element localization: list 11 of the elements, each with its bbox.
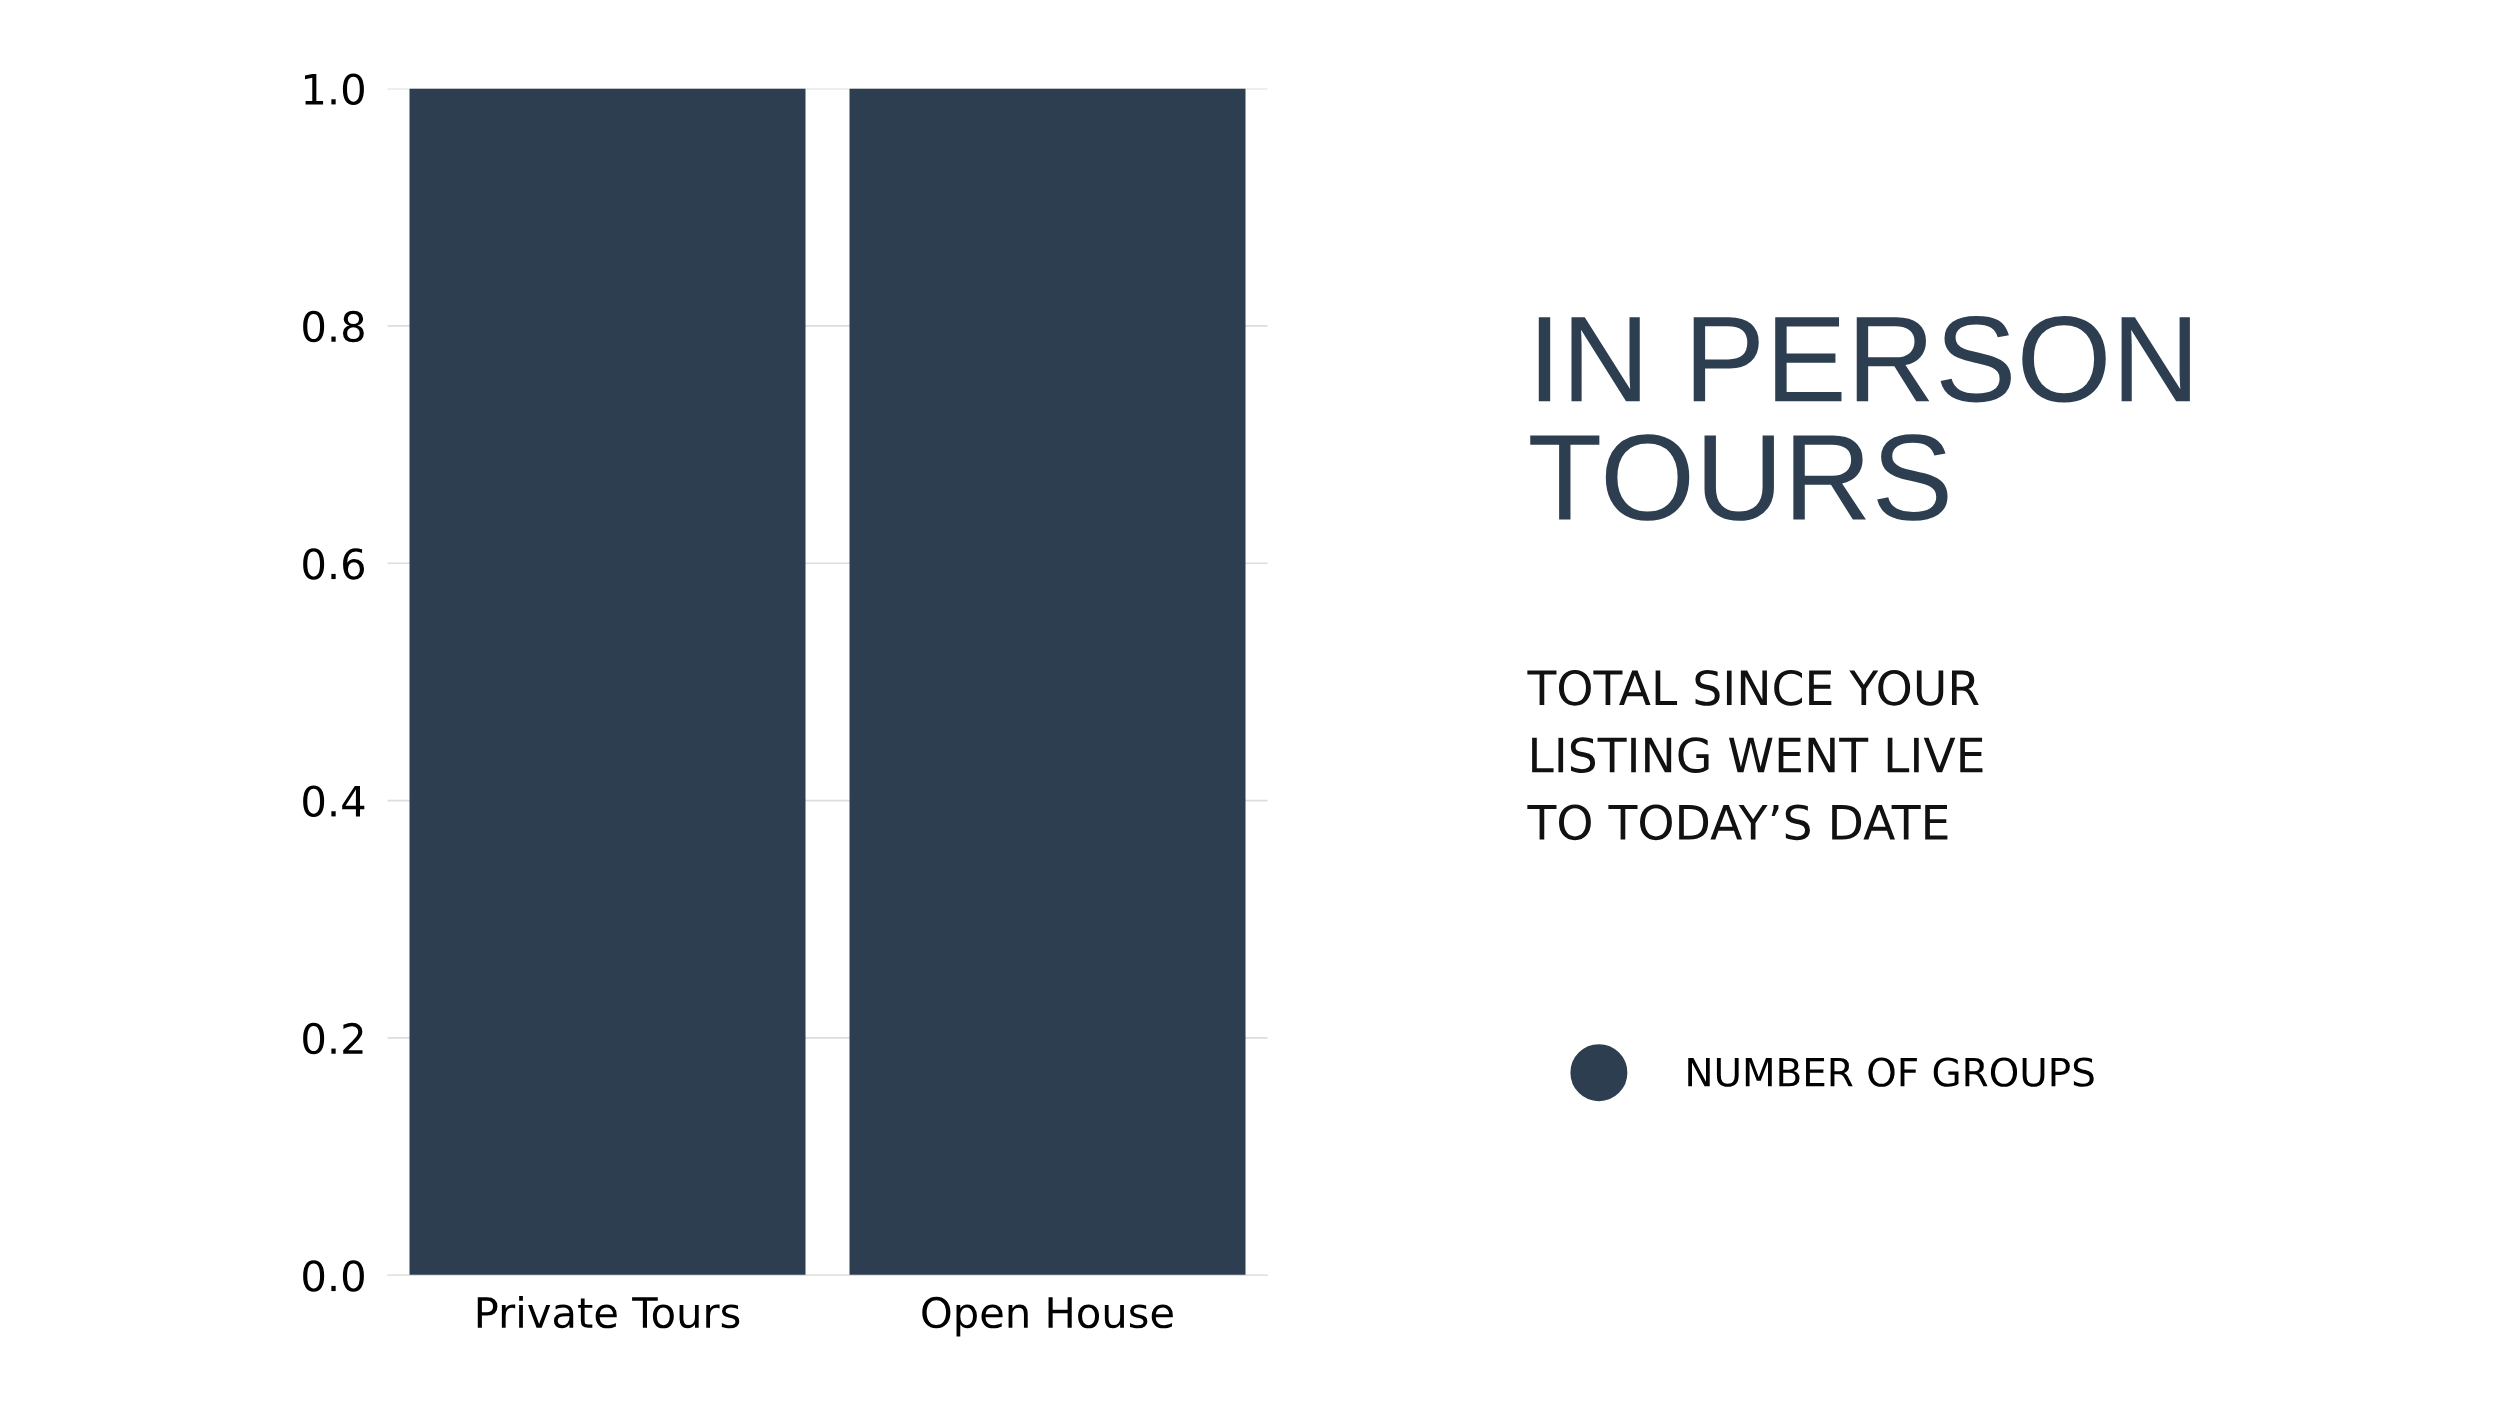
x-tick-label: Open House	[922, 1296, 1173, 1337]
legend-label: NUMBER OF GROUPS	[1688, 1057, 2094, 1087]
y-tick-label: 0.2	[303, 1022, 363, 1055]
y-tick-label: 0.8	[303, 310, 364, 343]
y-tick-label: 0.0	[303, 1260, 364, 1292]
y-tick-label: 0.4	[303, 785, 365, 817]
text: TOTAL SINCE YOUR LISTING WENT LIVE TO TODAY’S DATE	[1527, 669, 1983, 841]
x-tick-label: Private Tours	[477, 1296, 740, 1329]
text: IN PERSON TOURS	[1530, 315, 2190, 521]
y-tick-label: 1.0	[304, 73, 364, 105]
y-tick-label: 0.6	[303, 548, 365, 580]
